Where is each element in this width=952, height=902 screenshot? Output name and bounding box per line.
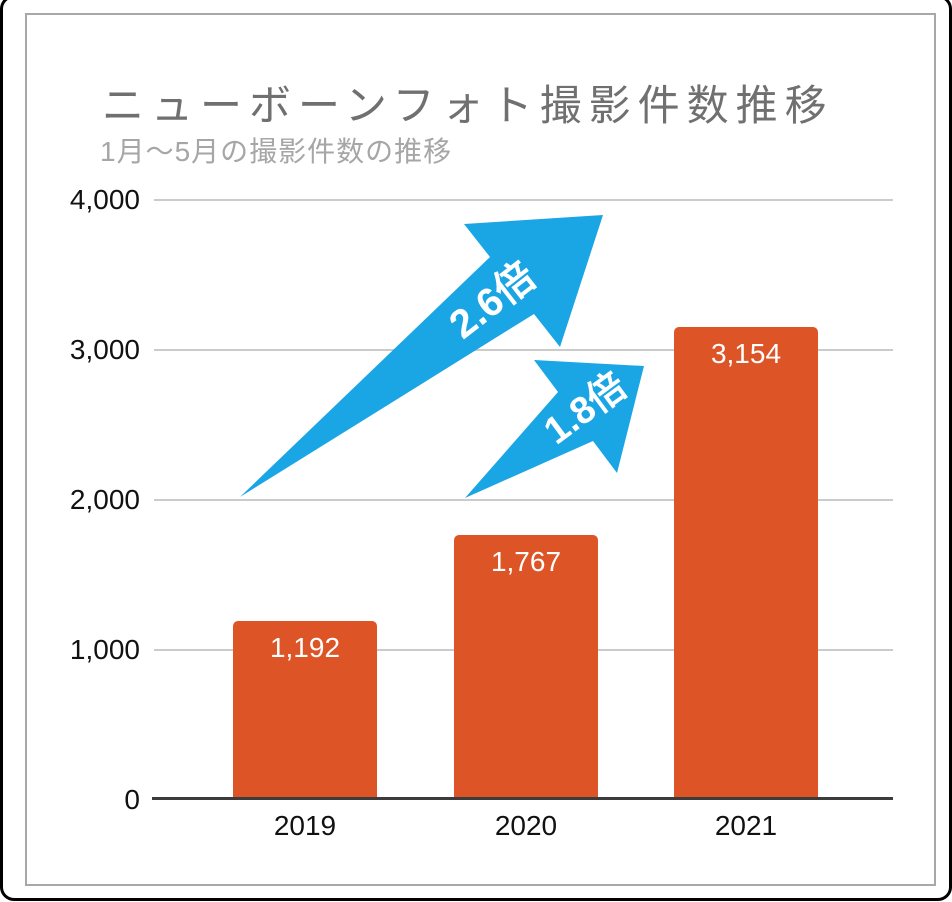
chart-subtitle: 1月〜5月の撮影件数の推移 [100, 136, 453, 167]
x-axis-label-2020: 2020 [494, 810, 558, 841]
gridline-2000 [154, 499, 893, 501]
y-axis-label: 3,000 [69, 334, 140, 365]
gridline-3000 [154, 349, 893, 351]
y-axis-label: 0 [124, 784, 140, 815]
bar-value-label: 1,767 [490, 546, 562, 577]
bar-value-label: 1,192 [269, 632, 341, 663]
y-axis-label: 2,000 [69, 484, 140, 515]
y-axis-label: 1,000 [69, 634, 140, 665]
bar-2020: 1,767 [454, 535, 598, 799]
bar-2021: 3,154 [674, 327, 818, 799]
bar-2019: 1,192 [233, 621, 377, 799]
gridline-4000 [154, 199, 893, 201]
x-axis-line [152, 797, 893, 800]
x-axis-label-2019: 2019 [273, 810, 337, 841]
x-axis-label-2021: 2021 [714, 810, 778, 841]
bar-value-label: 3,154 [710, 338, 782, 369]
growth-arrow-2 [465, 360, 644, 498]
chart-title: ニューボーンフォト撮影件数推移 [102, 82, 834, 129]
growth-arrow-1 [240, 215, 603, 497]
y-axis-label: 4,000 [69, 184, 140, 215]
